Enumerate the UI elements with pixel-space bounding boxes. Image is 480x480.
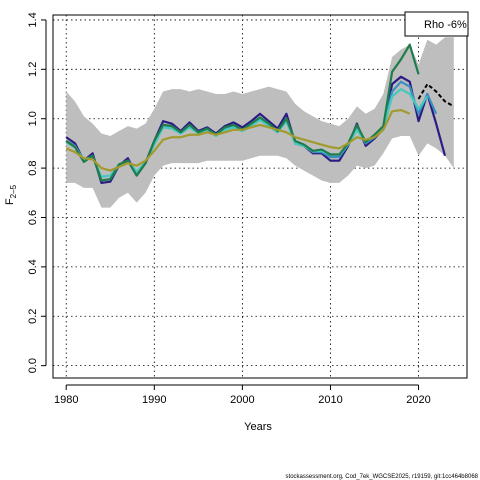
x-tick-label: 1990 bbox=[142, 394, 166, 406]
x-axis-title: Years bbox=[244, 421, 272, 433]
y-axis-title-main: F bbox=[4, 198, 16, 205]
legend-label: Rho -6% bbox=[424, 19, 467, 31]
series-line-5 bbox=[65, 108, 411, 172]
y-tick-label: 0.6 bbox=[27, 210, 39, 225]
axes: 1980 1990 2000 2010 2020 0.0 0.2 0.4 0.6 0.8 1.0 1.… bbox=[27, 12, 431, 406]
y-tick-label: 1.4 bbox=[27, 12, 39, 27]
confidence-band bbox=[66, 37, 454, 208]
x-tick-label: 2020 bbox=[406, 394, 430, 406]
y-axis-title-sub: 2–5 bbox=[9, 184, 18, 198]
y-tick-label: 1.0 bbox=[27, 111, 39, 126]
confidence-band-area bbox=[66, 37, 454, 208]
x-tick-label: 1980 bbox=[54, 394, 78, 406]
legend-box bbox=[404, 11, 469, 37]
legend: Rho -6% bbox=[404, 11, 469, 37]
x-tick-label: 2000 bbox=[230, 394, 254, 406]
x-tick-label: 2010 bbox=[318, 394, 342, 406]
y-tick-label: 0.2 bbox=[27, 309, 39, 324]
plot-frame bbox=[52, 14, 468, 379]
svg-text:F2–5: F2–5 bbox=[4, 184, 18, 205]
footer-source: stockassessment.org, Cod_7ek_WGCSE2025, … bbox=[285, 474, 478, 480]
y-tick-label: 1.2 bbox=[27, 62, 39, 77]
y-axis-title: F2–5 bbox=[4, 184, 18, 205]
y-tick-label: 0.0 bbox=[27, 358, 39, 373]
series-line-6 bbox=[417, 83, 455, 108]
series-lines bbox=[65, 43, 455, 185]
y-tick-label: 0.8 bbox=[27, 160, 39, 175]
y-tick-label: 0.4 bbox=[27, 259, 39, 274]
